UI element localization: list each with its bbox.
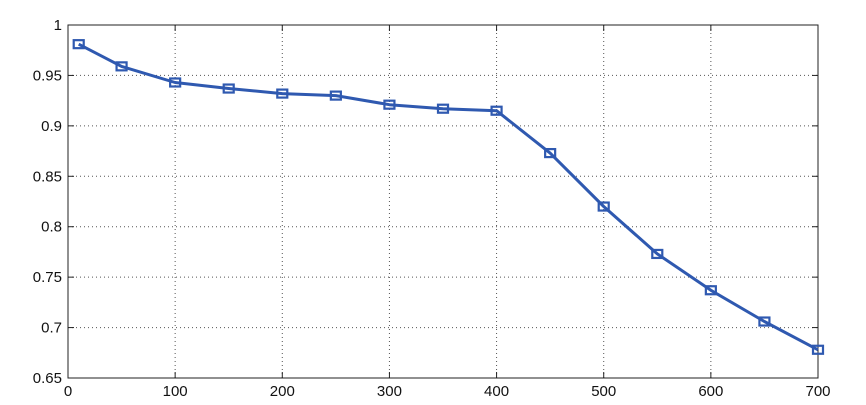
data-point: [490, 105, 503, 116]
data-point: [169, 77, 182, 88]
data-point: [704, 285, 717, 296]
y-axis: 0.65 0.7 0.75 0.8 0.85 0.9 0.95 1: [33, 17, 818, 387]
data-point: [597, 201, 610, 212]
x-tick-label: 700: [805, 383, 830, 400]
plot-area-frame: [67, 24, 819, 379]
data-point: [651, 248, 664, 260]
x-tick-label: 200: [270, 383, 295, 400]
data-point: [436, 103, 450, 114]
x-tick-label: 400: [484, 383, 509, 400]
data-point: [115, 61, 128, 72]
data-point: [811, 344, 825, 355]
data-point: [222, 83, 235, 94]
y-tick-label: 0.8: [41, 219, 62, 236]
x-tick-label: 100: [163, 383, 188, 400]
y-tick-label: 0.9: [41, 118, 62, 135]
x-tick-label: 0: [64, 383, 72, 400]
y-tick-label: 0.75: [33, 269, 62, 286]
data-point: [758, 316, 771, 327]
x-tick-label: 500: [591, 383, 616, 400]
data-point: [383, 99, 396, 110]
x-tick-label: 600: [698, 383, 723, 400]
series-line: [78, 42, 819, 352]
data-point: [72, 39, 85, 50]
y-tick-label: 0.65: [33, 370, 62, 387]
data-point: [276, 88, 289, 99]
x-axis: 0 100 200 300 400 500 600 700: [64, 25, 831, 400]
y-tick-label: 0.85: [33, 168, 62, 185]
data-point: [544, 147, 557, 159]
series-layer: [72, 39, 825, 355]
y-tick-label: 1: [54, 17, 62, 34]
y-tick-label: 0.95: [33, 67, 62, 84]
data-point: [329, 90, 342, 101]
y-tick-label: 0.7: [41, 320, 62, 337]
x-tick-label: 300: [377, 383, 402, 400]
